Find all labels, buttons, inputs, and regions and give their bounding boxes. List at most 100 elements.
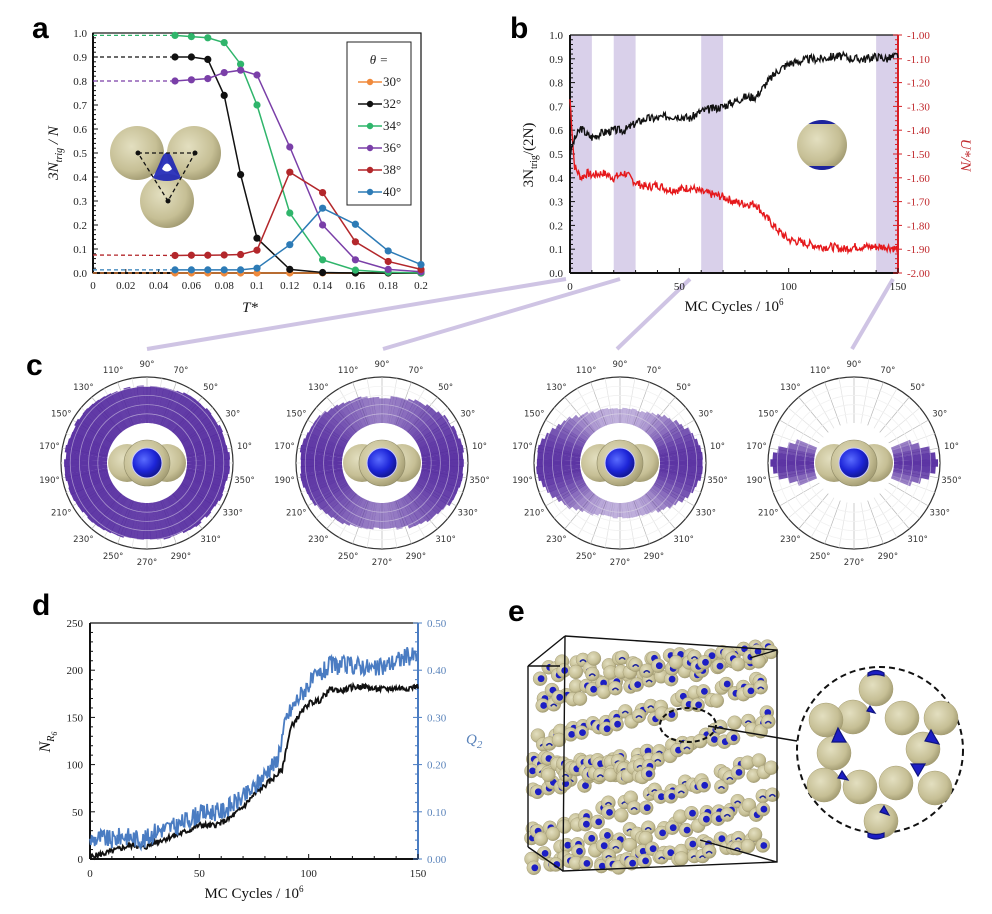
legend-label: 30°: [383, 74, 401, 89]
sphere: [622, 837, 638, 853]
x-tick-labels-a: 0 0.02 0.04 0.06 0.08 0.1 0.12 0.14 0.16 0.18 0.2: [90, 269, 428, 292]
patch-edge: [698, 855, 707, 859]
polar-bar: [71, 478, 112, 502]
polar-bar: [361, 396, 374, 425]
x-tick-label: 50: [674, 281, 686, 293]
patch: [639, 847, 647, 855]
polar-bar: [178, 413, 215, 442]
polar-bar: [893, 446, 931, 458]
box-edge: [699, 839, 778, 863]
patch: [703, 815, 710, 823]
polar-histogram-1: 10° 30° 50° 70° 90° 110° 130° 150° 170° 190° 210° 2…: [39, 360, 254, 568]
polar-bar: [890, 475, 913, 487]
data-point: [286, 209, 294, 217]
patch-sphere-icon: [604, 447, 636, 479]
polar-angle-label: 90°: [846, 360, 861, 370]
polar-bar: [777, 468, 815, 480]
tick-labels-d: 0 50 100 150 0 50 100 150 200 250 0.00 0.10 0.20 0.30…: [67, 618, 447, 880]
legend-marker: [366, 188, 374, 196]
polar-bar: [326, 490, 355, 519]
polar-bar: [893, 464, 936, 474]
polar-bar: [411, 411, 443, 439]
connector-lines: [146, 277, 895, 351]
polar-bar: [185, 471, 227, 488]
patch: [531, 864, 539, 872]
y-tick-label-left: 50: [72, 807, 84, 819]
patch-edge: [632, 663, 640, 668]
polar-angle-label: 230°: [546, 535, 566, 545]
sphere: [674, 851, 689, 866]
data-point: [187, 33, 195, 41]
polar-bar: [588, 410, 602, 430]
polar-bar: [349, 398, 367, 428]
polar-grid-spoke: [590, 500, 607, 544]
polar-bar: [300, 468, 343, 481]
data-point: [417, 261, 425, 269]
polar-angle-label: 330°: [222, 509, 242, 519]
polar-bar: [165, 392, 190, 430]
data-point: [220, 266, 228, 274]
polar-grid-spoke: [633, 382, 650, 426]
data-point: [220, 251, 228, 259]
polar-ring-overlay: [561, 404, 679, 522]
polar-bar: [110, 498, 132, 536]
data-point: [237, 171, 245, 179]
legend-box: [346, 41, 412, 206]
y-tick-label-left: 250: [67, 618, 84, 630]
polar-grid-spoke: [787, 488, 824, 519]
polar-histogram-3: 10° 30° 50° 70° 90° 110° 130° 150° 170° 190° 210° 2…: [512, 360, 727, 568]
polar-bar: [628, 501, 637, 518]
patch: [716, 662, 724, 670]
polar-angle-label: 50°: [676, 383, 691, 393]
polar-bar: [182, 478, 224, 502]
sphere: [709, 693, 724, 708]
polar-bar: [361, 501, 374, 530]
polar-angle-label: 190°: [512, 476, 532, 486]
polar-bar: [174, 404, 206, 436]
polar-bar: [79, 413, 116, 442]
polar-bar: [176, 487, 212, 518]
y-tick-label-right: 0.30: [427, 712, 447, 724]
patch: [689, 809, 696, 817]
patch: [604, 832, 611, 839]
polar-angle-label: 190°: [39, 476, 59, 486]
y-axis-label-right-b: U*/N: [957, 139, 973, 173]
polar-bar: [104, 393, 129, 430]
patch: [568, 731, 576, 738]
legend-marker: [366, 100, 374, 108]
patch-edge: [621, 710, 629, 714]
polar-angle-label: 130°: [780, 383, 800, 393]
data-point: [253, 71, 261, 79]
y-tick-label-right: -1.10: [907, 54, 930, 66]
polar-bar: [320, 410, 353, 439]
box-edge: [749, 649, 778, 659]
polar-bar: [608, 408, 615, 424]
polar-bar: [367, 502, 377, 530]
box-edge: [527, 635, 566, 667]
polar-angle-label: 90°: [374, 360, 389, 370]
polar-bar: [638, 496, 652, 515]
x-tick-label: 150: [410, 868, 427, 880]
y-tick-label-right: -1.70: [907, 197, 930, 209]
polar-ring-overlay: [542, 385, 698, 541]
polar-angle-label: 290°: [878, 552, 898, 562]
polar-ring-overlay: [776, 385, 932, 541]
polar-bar: [92, 399, 123, 434]
polar-bar: [162, 498, 183, 535]
panel-label-e: e: [508, 595, 525, 628]
patch: [606, 809, 613, 816]
highlight-band: [701, 35, 724, 273]
polar-angle-label: 350°: [707, 476, 727, 486]
polar-bar: [603, 501, 612, 516]
polar-angle-label: 10°: [710, 442, 725, 452]
polar-bar: [660, 459, 703, 467]
center-dot: [135, 150, 141, 156]
data-point: [220, 69, 228, 77]
polar-bar: [537, 452, 581, 462]
polar-ring-overlay: [313, 394, 450, 531]
polar-bar: [406, 404, 433, 434]
polar-ring-overlay: [795, 404, 913, 522]
polar-grid-spoke: [884, 407, 921, 438]
sphere: [668, 655, 684, 670]
polar-bar: [537, 444, 581, 458]
